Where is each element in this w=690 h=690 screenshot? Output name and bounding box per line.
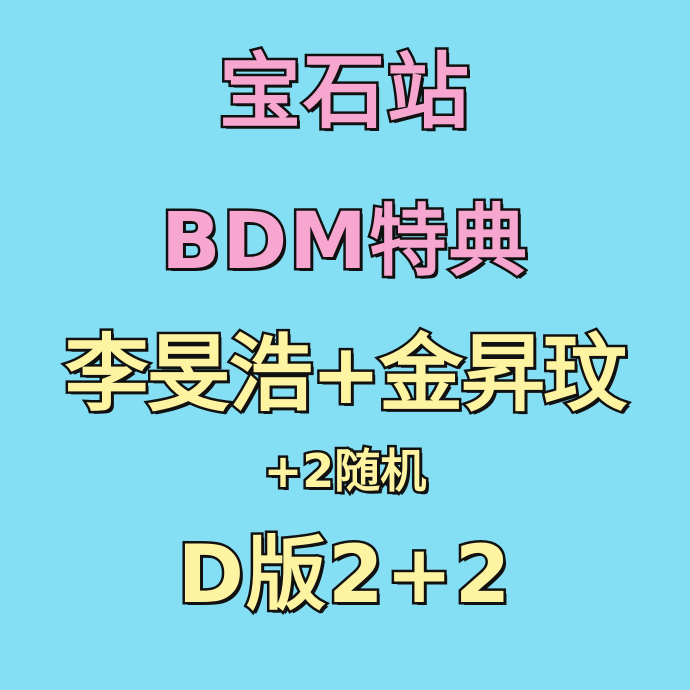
random-extra-line: +2随机 bbox=[261, 444, 429, 498]
version-line: D版2+2 bbox=[175, 528, 513, 621]
members-line: 李旻浩+金昇玟 bbox=[62, 325, 629, 423]
shop-name-title: 宝石站 bbox=[216, 45, 471, 140]
bdm-benefit-heading: BDM特典 bbox=[159, 197, 530, 287]
